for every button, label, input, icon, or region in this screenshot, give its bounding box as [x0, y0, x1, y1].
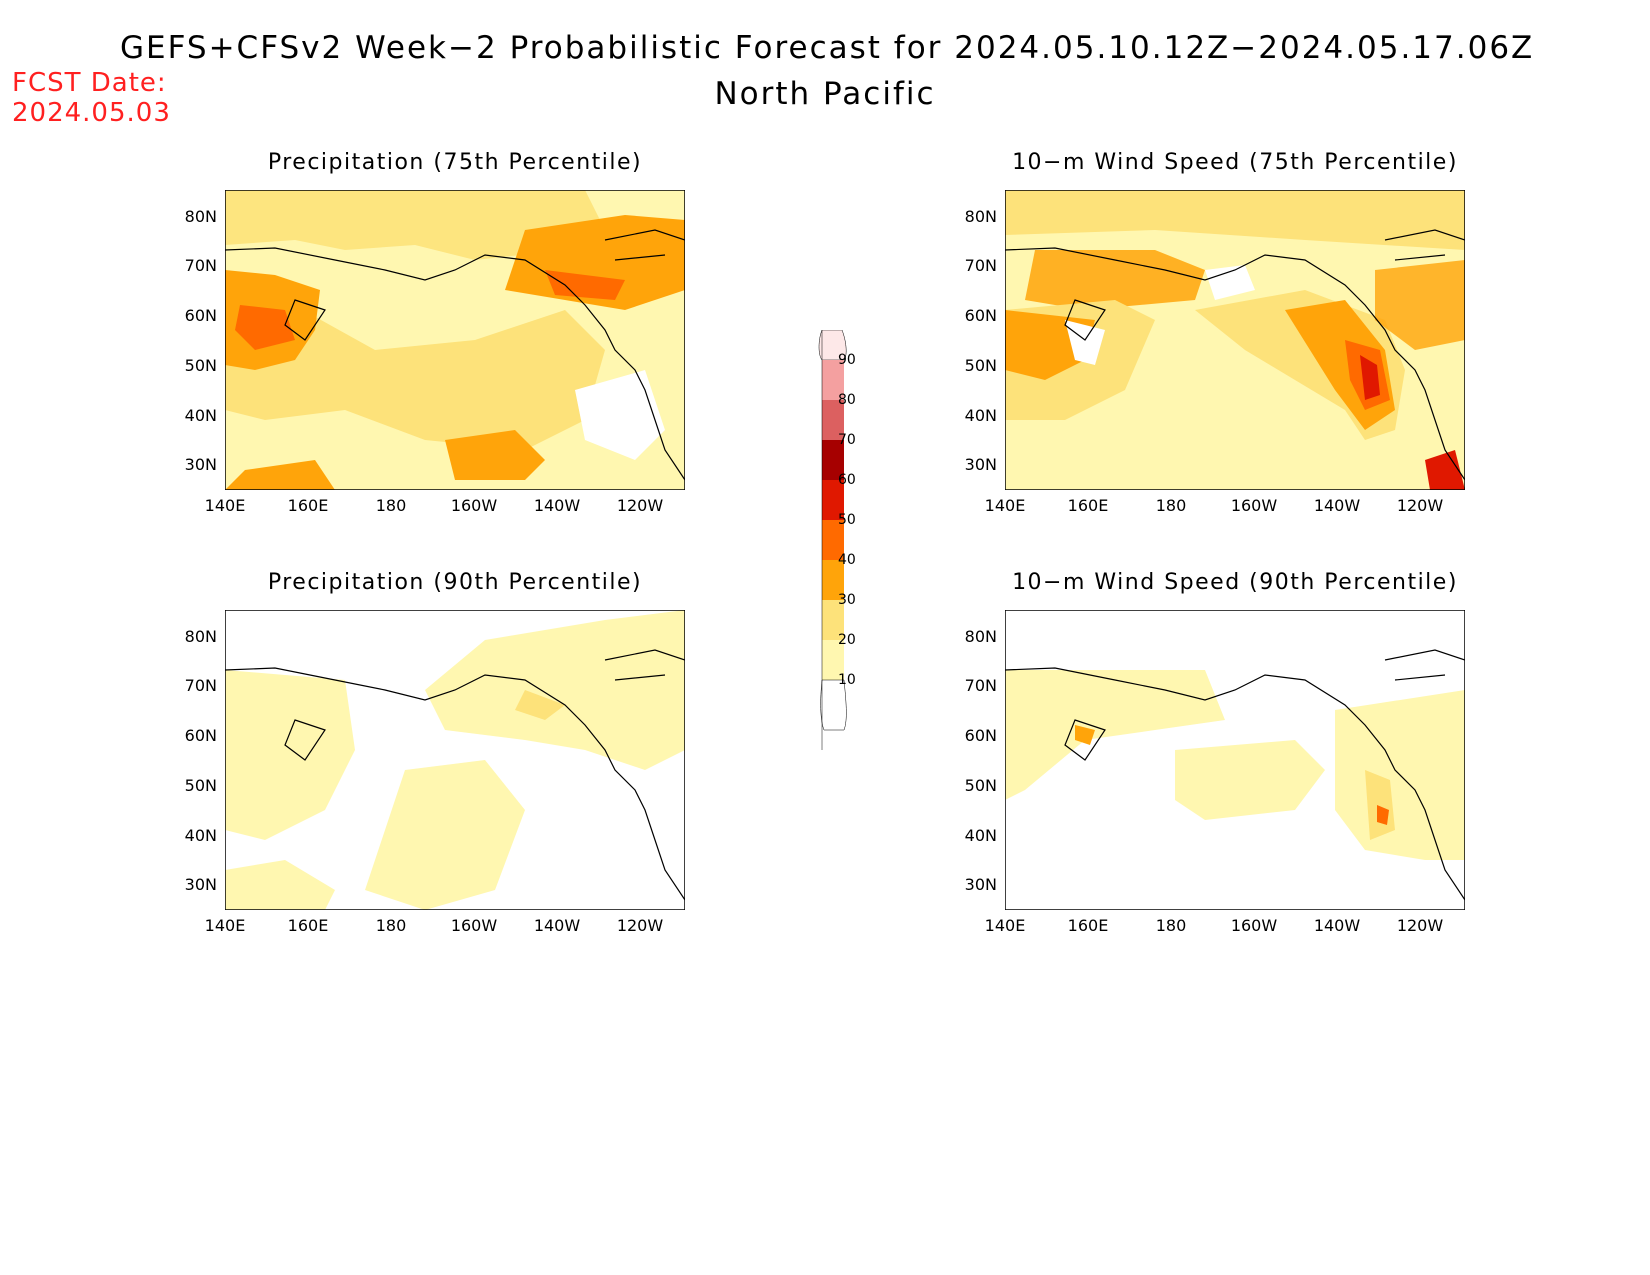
lat-tick-label: 50N	[964, 776, 997, 795]
lat-tick-label: 70N	[964, 256, 997, 275]
lat-tick-label: 60N	[964, 726, 997, 745]
panel-precip-75: Precipitation (75th Percentile)	[225, 150, 685, 490]
lon-tick-label: 140E	[984, 916, 1026, 935]
colorbar-tick-label: 40	[838, 552, 856, 568]
lat-tick-label: 50N	[964, 356, 997, 375]
fcst-date-value: 2024.05.03	[12, 98, 171, 128]
lon-tick-label: 120W	[1396, 916, 1444, 935]
lat-tick-label: 50N	[184, 356, 217, 375]
lat-tick-label: 50N	[184, 776, 217, 795]
lat-tick-label: 30N	[184, 875, 217, 894]
fcst-date-label: FCST Date:	[12, 68, 167, 98]
lon-tick-label: 180	[375, 916, 407, 935]
lon-tick-label: 160E	[1067, 916, 1109, 935]
lat-tick-label: 80N	[964, 627, 997, 646]
panel-title: 10−m Wind Speed (90th Percentile)	[1012, 570, 1458, 595]
lat-tick-label: 40N	[184, 826, 217, 845]
lon-tick-label: 160E	[287, 916, 329, 935]
lon-tick-label: 160E	[1067, 496, 1109, 515]
panel-wind-90: 10−m Wind Speed (90th Percentile)	[1005, 570, 1465, 910]
colorbar-tick-label: 20	[838, 632, 856, 648]
colorbar-tick-label: 70	[838, 432, 856, 448]
lon-tick-label: 160W	[450, 916, 498, 935]
colorbar-tick-label: 30	[838, 592, 856, 608]
lon-tick-label: 140W	[533, 916, 581, 935]
lat-tick-label: 30N	[964, 455, 997, 474]
colorbar-tick-label: 50	[838, 512, 856, 528]
lat-tick-label: 80N	[964, 207, 997, 226]
colorbar-tick-label: 90	[838, 352, 856, 368]
lat-tick-label: 40N	[964, 826, 997, 845]
lon-tick-label: 140W	[1313, 496, 1361, 515]
lon-tick-label: 140E	[204, 916, 246, 935]
map-wind-90	[1005, 610, 1465, 910]
lat-tick-label: 40N	[184, 406, 217, 425]
panel-precip-90: Precipitation (90th Percentile)	[225, 570, 685, 910]
lon-tick-label: 180	[1155, 496, 1187, 515]
colorbar-tick-label: 60	[838, 472, 856, 488]
lon-tick-label: 140W	[1313, 916, 1361, 935]
lon-tick-label: 160W	[1230, 496, 1278, 515]
lon-tick-label: 140E	[984, 496, 1026, 515]
lat-tick-label: 60N	[184, 726, 217, 745]
lat-tick-label: 80N	[184, 627, 217, 646]
lon-tick-label: 160E	[287, 496, 329, 515]
lon-tick-label: 160W	[1230, 916, 1278, 935]
main-title-line1: GEFS+CFSv2 Week−2 Probabilistic Forecast…	[120, 30, 1535, 66]
lon-tick-label: 120W	[616, 496, 664, 515]
fcst-date: FCST Date: 2024.05.03	[12, 68, 171, 128]
lat-tick-label: 30N	[964, 875, 997, 894]
lon-tick-label: 120W	[616, 916, 664, 935]
lat-tick-label: 60N	[184, 306, 217, 325]
panel-title: Precipitation (90th Percentile)	[267, 570, 643, 595]
colorbar	[818, 330, 847, 750]
lon-tick-label: 120W	[1396, 496, 1444, 515]
map-wind-75	[1005, 190, 1465, 490]
lon-tick-label: 140W	[533, 496, 581, 515]
lat-tick-label: 30N	[184, 455, 217, 474]
main-title-line2: North Pacific	[714, 76, 936, 112]
lat-tick-label: 70N	[184, 256, 217, 275]
lon-tick-label: 140E	[204, 496, 246, 515]
lon-tick-label: 180	[375, 496, 407, 515]
lat-tick-label: 70N	[184, 676, 217, 695]
colorbar-tick-label: 10	[838, 672, 856, 688]
lat-tick-label: 60N	[964, 306, 997, 325]
lon-tick-label: 180	[1155, 916, 1187, 935]
lon-tick-label: 160W	[450, 496, 498, 515]
lat-tick-label: 40N	[964, 406, 997, 425]
panel-title: 10−m Wind Speed (75th Percentile)	[1012, 150, 1458, 175]
map-precip-90	[225, 610, 685, 910]
lat-tick-label: 70N	[964, 676, 997, 695]
panel-title: Precipitation (75th Percentile)	[267, 150, 643, 175]
map-precip-75	[225, 190, 685, 490]
lat-tick-label: 80N	[184, 207, 217, 226]
colorbar-tick-label: 80	[838, 392, 856, 408]
panel-wind-75: 10−m Wind Speed (75th Percentile)	[1005, 150, 1465, 490]
